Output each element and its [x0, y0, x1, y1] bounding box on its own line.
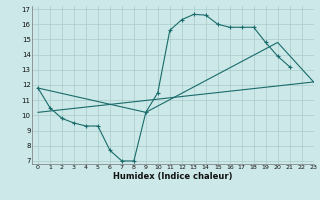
- X-axis label: Humidex (Indice chaleur): Humidex (Indice chaleur): [113, 172, 233, 181]
